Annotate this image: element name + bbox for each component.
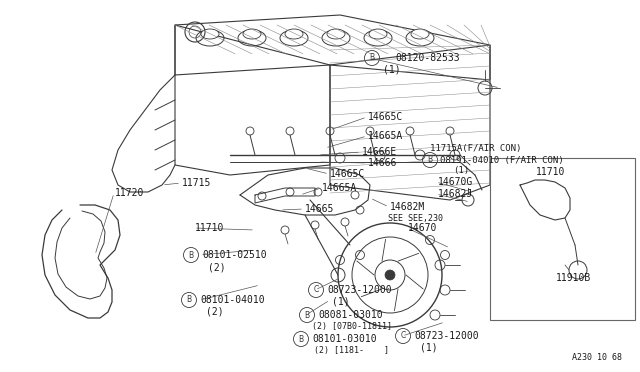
Text: (1): (1) — [332, 297, 349, 307]
Ellipse shape — [243, 29, 261, 39]
Text: 08101-04010: 08101-04010 — [200, 295, 264, 305]
Text: 14665C: 14665C — [368, 112, 403, 122]
Text: (1): (1) — [383, 65, 401, 75]
Text: (1): (1) — [453, 167, 469, 176]
Text: (2) [07B0-11811]: (2) [07B0-11811] — [312, 323, 392, 331]
Text: 11715: 11715 — [182, 178, 211, 188]
Text: SEE SEE,230: SEE SEE,230 — [388, 214, 443, 222]
Text: 08101-03010: 08101-03010 — [312, 334, 376, 344]
Text: 14665: 14665 — [305, 204, 334, 214]
Text: (2): (2) — [206, 307, 223, 317]
Text: 08723-12000: 08723-12000 — [327, 285, 392, 295]
Text: B: B — [428, 155, 433, 164]
Text: B: B — [298, 334, 303, 343]
Text: 11910B: 11910B — [556, 273, 591, 283]
Ellipse shape — [369, 29, 387, 39]
Text: (2): (2) — [208, 262, 226, 272]
Ellipse shape — [285, 29, 303, 39]
Circle shape — [385, 270, 395, 280]
Text: 14665C: 14665C — [330, 169, 365, 179]
Text: 14682J: 14682J — [438, 189, 473, 199]
Text: (1): (1) — [420, 343, 438, 353]
Ellipse shape — [411, 29, 429, 39]
Text: 14665A: 14665A — [368, 131, 403, 141]
Text: (2) [1181-    ]: (2) [1181- ] — [314, 346, 389, 356]
Text: 14665A: 14665A — [322, 183, 357, 193]
Text: 11710: 11710 — [536, 167, 565, 177]
Text: 11710: 11710 — [195, 223, 225, 233]
Text: 14666E: 14666E — [362, 147, 397, 157]
Text: 11715A(F/AIR CON): 11715A(F/AIR CON) — [430, 144, 522, 153]
Text: 08723-12000: 08723-12000 — [414, 331, 479, 341]
Text: 14666: 14666 — [368, 158, 397, 168]
Bar — [490, 158, 635, 320]
Text: 08081-03010: 08081-03010 — [318, 310, 383, 320]
Circle shape — [338, 223, 442, 327]
Ellipse shape — [327, 29, 345, 39]
Text: B: B — [186, 295, 191, 305]
Text: A230 10 68: A230 10 68 — [572, 353, 622, 362]
Text: 11720: 11720 — [115, 188, 145, 198]
Text: B: B — [369, 54, 374, 62]
Ellipse shape — [201, 29, 219, 39]
Text: 14670: 14670 — [408, 223, 437, 233]
Text: 14682M: 14682M — [390, 202, 425, 212]
Text: B: B — [188, 250, 193, 260]
Text: 08120-82533: 08120-82533 — [395, 53, 460, 63]
Text: 14670G: 14670G — [438, 177, 473, 187]
Text: 08101-02510: 08101-02510 — [202, 250, 267, 260]
Text: C: C — [314, 285, 319, 295]
Text: B: B — [305, 311, 310, 320]
Text: 08191-04010 (F/AIR CON): 08191-04010 (F/AIR CON) — [440, 155, 564, 164]
Text: C: C — [401, 331, 406, 340]
